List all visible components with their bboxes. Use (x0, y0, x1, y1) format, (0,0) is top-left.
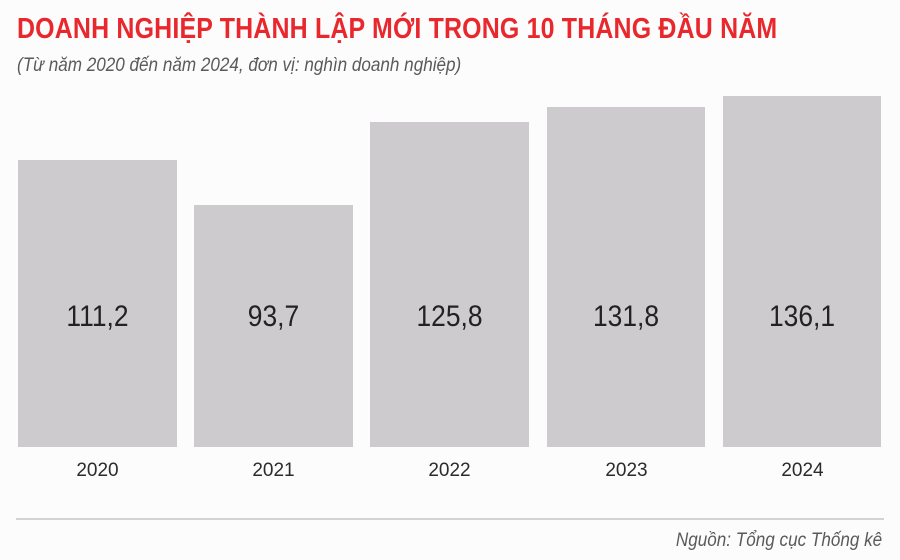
bar-2020: 111,2 (18, 160, 177, 447)
bar-value-label: 125,8 (416, 300, 483, 333)
x-tick-label: 2021 (252, 460, 295, 481)
chart-title: DOANH NGHIỆP THÀNH LẬP MỚI TRONG 10 THÁN… (17, 13, 778, 45)
source-note: Nguồn: Tổng cục Thống kê (675, 530, 882, 551)
x-tick-label: 2023 (605, 460, 648, 481)
bar-value-label: 111,2 (66, 300, 129, 333)
bar-value-label: 131,8 (592, 300, 660, 333)
x-tick-label: 2020 (76, 460, 119, 481)
bar-value-label: 136,1 (768, 300, 836, 333)
chart-subtitle: (Từ năm 2020 đến năm 2024, đơn vị: nghìn… (17, 55, 462, 76)
footer-divider (16, 518, 884, 520)
bar-2023: 131,8 (547, 107, 705, 447)
bar-2022: 125,8 (370, 122, 529, 447)
bar-value-label: 93,7 (247, 300, 300, 333)
bar-2021: 93,7 (194, 205, 353, 447)
bar-2024: 136,1 (723, 96, 881, 447)
x-tick-label: 2024 (781, 460, 824, 481)
x-tick-label: 2022 (428, 460, 471, 481)
